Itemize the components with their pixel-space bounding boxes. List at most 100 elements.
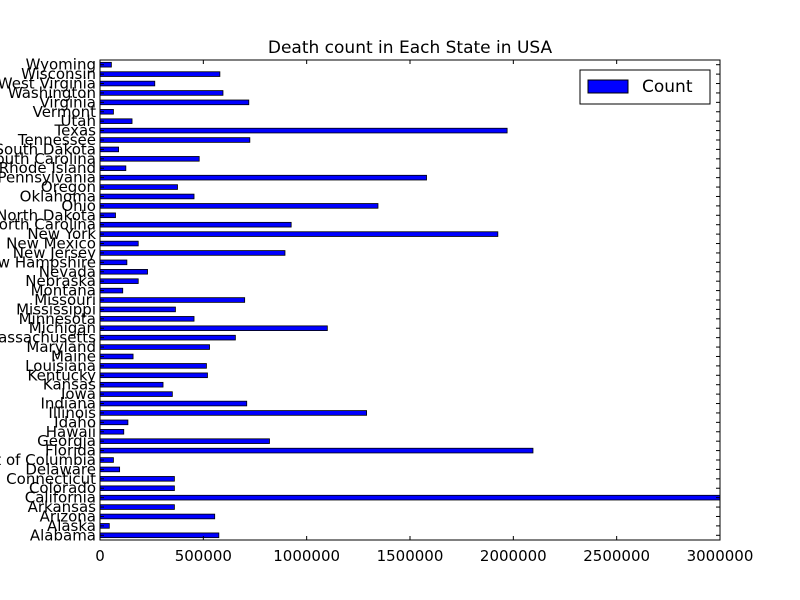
x-tick-label: 0 <box>95 547 105 565</box>
y-tick-label: Alaska <box>47 517 96 535</box>
y-tick-label: Connecticut <box>6 470 96 488</box>
y-tick-label: Florida <box>45 442 96 460</box>
y-tick-label: Kansas <box>43 376 96 394</box>
bar-maine <box>99 353 134 360</box>
y-tick-label: Pennsylvania <box>0 169 96 187</box>
y-tick-label: California <box>25 489 96 507</box>
y-tick-label: Indiana <box>40 395 96 413</box>
bar-michigan <box>99 325 328 331</box>
y-tick-label: Texas <box>54 122 97 140</box>
x-tick-label: 2000000 <box>480 547 547 565</box>
y-tick-label: South Dakota <box>0 140 96 158</box>
y-tick-label: Virginia <box>39 93 96 111</box>
bar-georgia <box>99 438 270 444</box>
bar-missouri <box>99 297 246 303</box>
bar-idaho <box>99 419 129 426</box>
bar-louisiana <box>99 363 207 369</box>
y-tick-label: North Carolina <box>0 216 96 234</box>
bar-west-virginia <box>99 80 156 87</box>
y-axis: AlabamaAlaskaArizonaArkansasCaliforniaCo… <box>0 56 720 544</box>
y-tick-label: Georgia <box>37 432 96 450</box>
bar-kentucky <box>99 372 208 379</box>
bar-florida <box>99 447 534 454</box>
y-tick-label: Ohio <box>61 197 96 215</box>
x-tick-label: 1000000 <box>273 547 340 565</box>
y-tick-label: Massachusetts <box>0 329 96 347</box>
y-tick-label: Iowa <box>61 385 96 403</box>
y-tick-label: Nevada <box>39 263 96 281</box>
bar-mississippi <box>99 306 176 313</box>
y-tick-label: South Carolina <box>0 150 96 168</box>
y-tick-label: Delaware <box>25 460 96 478</box>
bar-new-york <box>99 231 499 237</box>
x-tick-label: 1500000 <box>377 547 444 565</box>
bar-indiana <box>99 400 248 407</box>
y-tick-label: New Hampshire <box>0 253 96 271</box>
legend-label: Count <box>642 77 693 97</box>
bar-illinois <box>99 410 368 416</box>
legend: Count <box>579 69 711 105</box>
bar-arkansas <box>99 504 175 510</box>
y-tick-label: Rhode Island <box>0 159 96 177</box>
y-tick-label: Washington <box>8 84 96 102</box>
x-axis: 0 500000 1000000 1500000 2000000 2500000 30000… <box>95 60 753 565</box>
bar-pennsylvania <box>99 174 427 181</box>
bar-massachusetts <box>99 334 236 341</box>
chart-title: Death count in Each State in USA <box>268 38 553 58</box>
bar-nevada <box>99 269 148 275</box>
y-tick-label: Oklahoma <box>20 187 96 205</box>
y-tick-label: Arkansas <box>28 498 97 516</box>
bar-texas <box>99 127 508 134</box>
bar-alabama <box>99 532 220 539</box>
y-tick-label: Missouri <box>34 291 96 309</box>
y-tick-label: Minnesota <box>19 310 96 328</box>
y-tick-label: Nebraska <box>25 272 96 290</box>
bars-layer <box>99 61 721 539</box>
bar-new-hampshire <box>99 259 128 266</box>
y-tick-label: Alabama <box>30 526 96 544</box>
y-tick-label: Vermont <box>33 103 97 121</box>
y-tick-label: New York <box>27 225 96 243</box>
bar-new-jersey <box>99 250 286 256</box>
x-tick-label: 2500000 <box>583 547 650 565</box>
bar-connecticut <box>99 476 175 482</box>
legend-swatch <box>587 79 629 94</box>
y-tick-label: District of Columbia <box>0 451 96 469</box>
y-tick-label: Tennessee <box>17 131 96 149</box>
bar-minnesota <box>99 316 195 322</box>
y-tick-label: Hawaii <box>46 423 96 441</box>
y-tick-label: Wisconsin <box>21 65 96 83</box>
y-tick-label: Illinois <box>48 404 96 422</box>
y-tick-label: New Mexico <box>6 235 96 253</box>
bar-oklahoma <box>99 193 195 200</box>
bar-new-mexico <box>99 240 139 247</box>
bar-utah <box>99 118 133 124</box>
y-tick-label: Kentucky <box>28 366 97 384</box>
bar-iowa <box>99 391 173 397</box>
bar-virginia <box>99 99 250 106</box>
bar-ohio <box>99 203 379 209</box>
y-tick-label: New Jersey <box>13 244 96 262</box>
y-tick-label: Mississippi <box>16 300 96 318</box>
bar-wisconsin <box>99 71 221 77</box>
y-tick-label: Colorado <box>29 479 96 497</box>
y-tick-label: Maine <box>51 347 96 365</box>
bar-maryland <box>99 344 210 350</box>
bar-oregon <box>99 184 178 190</box>
y-tick-label: Utah <box>60 112 96 130</box>
y-tick-label: Arizona <box>40 507 96 525</box>
bar-nebraska <box>99 278 139 284</box>
y-tick-label: West Virginia <box>0 75 96 93</box>
y-tick-label: Oregon <box>41 178 96 196</box>
bar-kansas <box>99 381 164 388</box>
x-tick-label: 500000 <box>175 547 232 565</box>
x-tick-label: 3000000 <box>687 547 754 565</box>
y-tick-label: Michigan <box>29 319 96 337</box>
bar-california <box>99 494 721 501</box>
y-tick-label: Maryland <box>26 338 96 356</box>
y-tick-label: Louisiana <box>25 357 96 375</box>
bar-colorado <box>99 485 175 491</box>
bar-arizona <box>99 513 216 520</box>
bar-south-carolina <box>99 156 200 162</box>
